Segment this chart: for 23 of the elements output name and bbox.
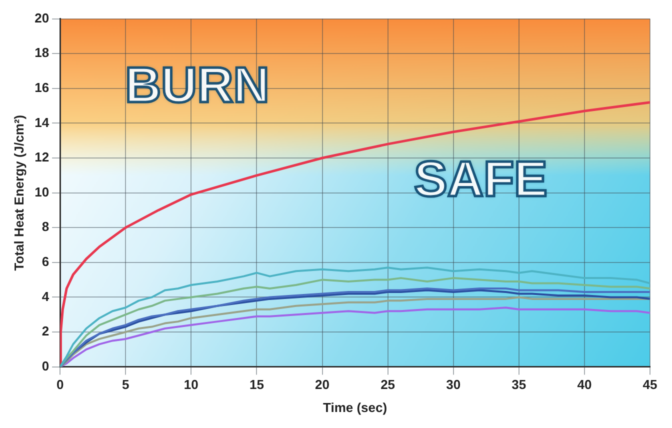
y-tick-label: 14	[34, 114, 50, 130]
x-tick-label: 45	[642, 377, 658, 392]
y-tick-label: 8	[42, 219, 50, 234]
y-tick-label: 6	[42, 254, 50, 269]
x-tick-label: 30	[446, 377, 461, 392]
x-tick-label: 5	[122, 377, 130, 392]
y-tick-label: 2	[42, 324, 50, 339]
y-tick-label: 16	[34, 80, 50, 95]
x-tick-label: 25	[380, 377, 396, 392]
y-tick-label: 4	[42, 288, 50, 304]
x-tick-label: 40	[577, 377, 592, 392]
x-tick-label: 35	[512, 377, 526, 392]
x-tick-label: 10	[184, 377, 198, 392]
x-tick-label: 15	[249, 377, 264, 392]
y-tick-label: 12	[34, 150, 50, 165]
x-tick-label: 0	[56, 377, 64, 392]
x-axis-title: Time (sec)	[322, 400, 388, 415]
y-axis-title: Total Heat Energy (J/cm²)	[11, 114, 26, 271]
y-tick-label: 18	[34, 45, 50, 60]
x-tick-label: 20	[315, 377, 330, 392]
y-tick-label: 20	[34, 10, 50, 26]
y-tick-label: 0	[42, 358, 50, 374]
y-tick-label: 10	[34, 184, 50, 200]
